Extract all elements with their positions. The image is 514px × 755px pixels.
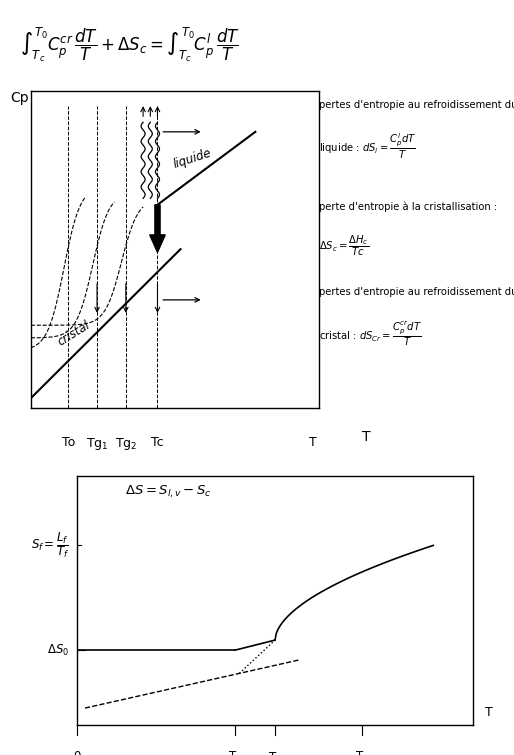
- Text: T: T: [485, 706, 492, 719]
- Text: T: T: [309, 436, 317, 449]
- Text: 0: 0: [74, 750, 81, 755]
- Text: pertes d'entropie au refroidissement du: pertes d'entropie au refroidissement du: [319, 100, 514, 110]
- Text: pertes d'entropie au refroidissement du: pertes d'entropie au refroidissement du: [319, 287, 514, 297]
- Text: liquide: liquide: [171, 146, 213, 171]
- Text: cristal : $dS_{Cr} = \dfrac{C_p^{cr} dT}{T}$: cristal : $dS_{Cr} = \dfrac{C_p^{cr} dT}…: [319, 319, 422, 347]
- Text: $\int_{T_c}^{T_0} C_p^{cr}\,\dfrac{dT}{T} + \Delta S_c = \int_{T_c}^{T_0} C_p^{l: $\int_{T_c}^{T_0} C_p^{cr}\,\dfrac{dT}{T…: [20, 26, 240, 64]
- Text: Tg$_1$: Tg$_1$: [86, 436, 108, 452]
- Text: $\Delta S = S_{l,v} - S_c$: $\Delta S = S_{l,v} - S_c$: [124, 483, 212, 500]
- Text: liquide : $dS_l = \dfrac{C_p^l dT}{T}$: liquide : $dS_l = \dfrac{C_p^l dT}{T}$: [319, 132, 416, 161]
- Text: To: To: [62, 436, 75, 449]
- Text: $\Delta S_c = \dfrac{\Delta H_c}{Tc}$: $\Delta S_c = \dfrac{\Delta H_c}{Tc}$: [319, 233, 369, 258]
- Polygon shape: [150, 205, 166, 252]
- Text: cristal: cristal: [56, 319, 93, 349]
- Text: T$_f$: T$_f$: [356, 750, 369, 755]
- Text: Cp: Cp: [11, 91, 29, 105]
- Text: T: T: [362, 430, 371, 444]
- Text: Tc: Tc: [151, 436, 164, 449]
- Text: $S_f = \dfrac{L_f}{T_f}$: $S_f = \dfrac{L_f}{T_f}$: [31, 531, 69, 560]
- Text: T$_o$: T$_o$: [228, 750, 243, 755]
- Text: Tg$_2$: Tg$_2$: [115, 436, 137, 452]
- Text: perte d'entropie à la cristallisation :: perte d'entropie à la cristallisation :: [319, 202, 497, 212]
- Text: $\Delta S_0$: $\Delta S_0$: [47, 643, 69, 658]
- Text: T$_g$: T$_g$: [268, 750, 282, 755]
